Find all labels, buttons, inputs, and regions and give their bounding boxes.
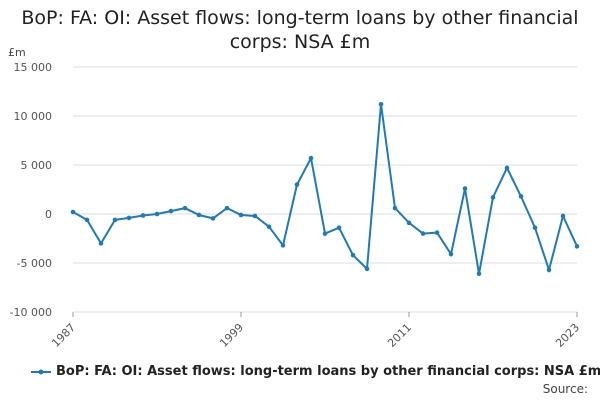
y-tick-label: 0	[45, 208, 52, 221]
y-tick-label: 5 000	[21, 159, 53, 172]
data-point[interactable]	[140, 213, 146, 218]
data-point[interactable]	[210, 216, 216, 221]
legend[interactable]: BoP: FA: OI: Asset flows: long-term loan…	[30, 364, 600, 379]
data-point[interactable]	[434, 230, 440, 235]
gridlines	[72, 66, 578, 317]
data-point[interactable]	[574, 244, 580, 249]
data-point[interactable]	[126, 215, 132, 221]
y-axis-unit-label: £m	[8, 46, 26, 59]
data-point[interactable]	[462, 186, 468, 191]
data-point[interactable]	[560, 213, 566, 219]
data-point[interactable]	[476, 271, 482, 277]
data-point[interactable]	[112, 217, 118, 223]
data-point[interactable]	[504, 165, 510, 171]
data-point[interactable]	[196, 212, 202, 218]
data-point[interactable]	[182, 205, 188, 211]
y-tick-labels: 15 000 10 000 5 000 0 -5 000 -10 000	[10, 61, 52, 319]
data-point[interactable]	[294, 182, 300, 187]
data-point[interactable]	[322, 231, 328, 236]
data-point[interactable]	[532, 225, 538, 231]
data-point[interactable]	[84, 217, 90, 223]
data-point[interactable]	[238, 212, 244, 218]
chart-title-line-2: corps: NSA £m	[229, 31, 371, 53]
y-tick-label: 15 000	[14, 61, 53, 74]
data-point[interactable]	[70, 209, 76, 215]
data-point[interactable]	[448, 251, 454, 257]
series-line	[72, 104, 578, 274]
legend-label: BoP: FA: OI: Asset flows: long-term loan…	[56, 364, 600, 379]
data-point[interactable]	[420, 231, 426, 236]
chart-title: BoP: FA: OI: Asset flows: long-term loan…	[0, 6, 600, 54]
series-points	[70, 101, 580, 277]
data-point[interactable]	[350, 252, 356, 258]
x-tick-label: 2011	[385, 321, 414, 350]
data-point[interactable]	[392, 205, 398, 211]
data-point[interactable]	[336, 225, 342, 231]
data-point[interactable]	[406, 220, 412, 226]
x-tick-label: 1999	[217, 321, 246, 350]
data-point[interactable]	[490, 195, 496, 200]
data-point[interactable]	[168, 208, 174, 214]
data-point[interactable]	[378, 101, 384, 107]
data-point[interactable]	[308, 155, 314, 161]
chart-title-line-1: BoP: FA: OI: Asset flows: long-term loan…	[21, 7, 579, 29]
x-tick-label: 1987	[49, 321, 78, 350]
legend-swatch-icon	[31, 369, 51, 374]
data-point[interactable]	[546, 267, 552, 273]
y-tick-label: -10 000	[10, 306, 52, 319]
data-point[interactable]	[252, 213, 258, 219]
y-tick-label: -5 000	[17, 257, 52, 270]
data-point[interactable]	[224, 205, 230, 211]
data-point[interactable]	[280, 243, 286, 248]
y-tick-label: 10 000	[14, 110, 53, 123]
data-point[interactable]	[266, 224, 272, 230]
data-point[interactable]	[518, 194, 524, 199]
x-tick-label: 2023	[553, 321, 582, 350]
data-point[interactable]	[98, 241, 104, 246]
source-label: Source:	[542, 382, 588, 396]
data-point[interactable]	[154, 211, 160, 217]
x-tick-labels: 1987 1999 2011 2023	[49, 321, 582, 350]
data-point[interactable]	[364, 266, 370, 272]
